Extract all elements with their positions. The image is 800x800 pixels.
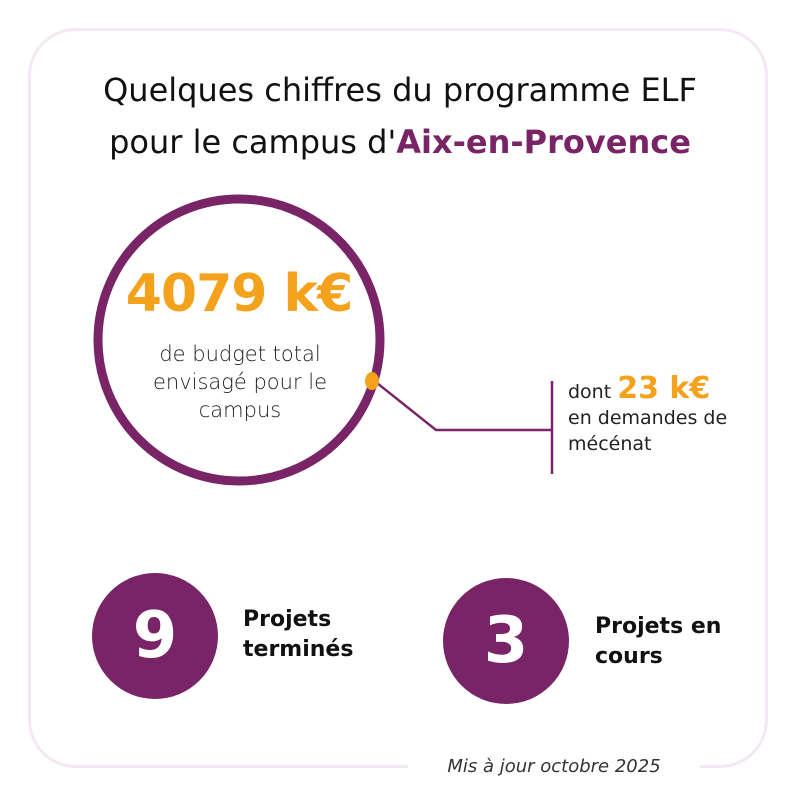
completed-projects-count: 9 — [92, 573, 218, 699]
page-title: Quelques chiffres du programme ELF pour … — [0, 64, 800, 168]
budget-ring — [93, 194, 385, 486]
connector-line — [376, 382, 552, 432]
patronage-note: dont 23 k€ en demandes de mécénat — [568, 374, 768, 457]
orange-dot — [365, 372, 379, 390]
campus-name: Aix-en-Provence — [396, 123, 691, 161]
footer-gap — [408, 764, 700, 776]
title-prefix: pour le campus d' — [109, 123, 397, 161]
ongoing-projects-count: 3 — [443, 578, 569, 704]
completed-projects-label: Projets terminés — [243, 607, 354, 662]
title-line-2: pour le campus d'Aix-en-Provence — [0, 116, 800, 168]
total-budget-description: de budget total envisagé pour le campus — [152, 342, 328, 422]
patronage-suffix: en demandes de mécénat — [568, 407, 728, 455]
title-line-1: Quelques chiffres du programme ELF — [103, 71, 697, 109]
total-budget-value: 4079 k€ — [125, 264, 354, 324]
patronage-amount: 23 k€ — [617, 371, 711, 406]
patronage-prefix: dont — [568, 381, 618, 403]
update-date: Mis à jour octobre 2025 — [447, 756, 661, 777]
ongoing-projects-label: Projets en cours — [595, 614, 722, 669]
